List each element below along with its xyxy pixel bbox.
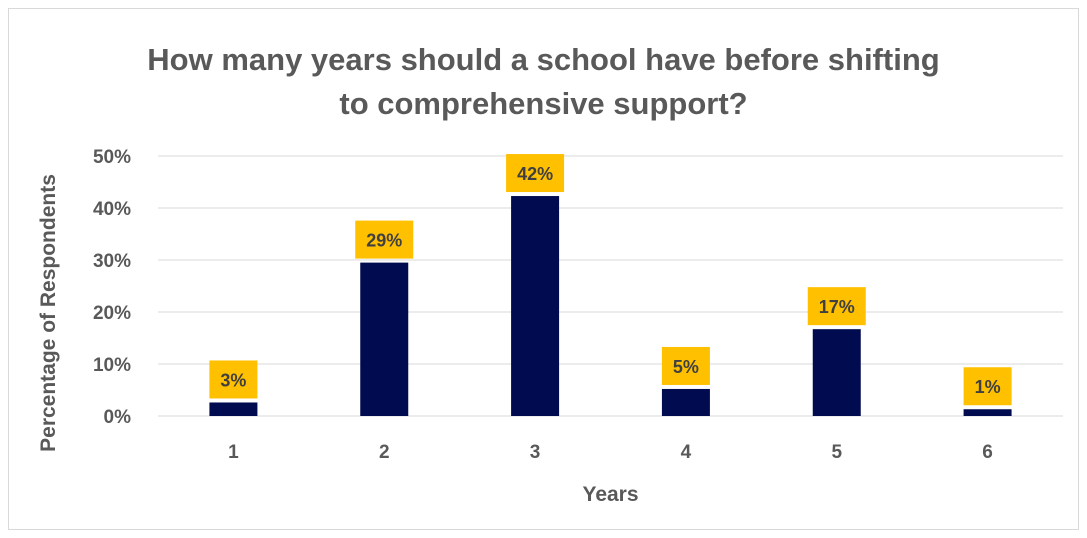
data-label: 29% [366, 231, 402, 251]
bar [360, 262, 409, 416]
data-label-box [355, 220, 414, 259]
x-tick-label: 5 [831, 442, 842, 463]
data-label-box [209, 360, 258, 399]
y-tick-label: 10% [93, 355, 131, 376]
data-label: 17% [819, 297, 855, 317]
bar [511, 196, 560, 416]
data-label-box [963, 367, 1012, 406]
y-tick-label: 0% [104, 407, 132, 428]
data-label-box [506, 154, 565, 193]
bar [963, 409, 1012, 416]
data-label-box [807, 287, 866, 326]
data-label: 1% [975, 377, 1001, 397]
y-axis-title: Percentage of Respondents [37, 174, 60, 452]
x-tick-label: 3 [530, 442, 541, 463]
bar [209, 402, 258, 416]
y-tick-label: 50% [93, 147, 131, 168]
data-label: 5% [673, 357, 699, 377]
x-tick-label: 6 [982, 442, 993, 463]
x-tick-label: 1 [228, 442, 239, 463]
y-tick-label: 20% [93, 303, 131, 324]
data-label-box [661, 346, 710, 385]
x-tick-label: 4 [681, 442, 692, 463]
data-label: 42% [517, 164, 553, 184]
chart-title-line-1: How many years should a school have befo… [147, 42, 940, 77]
y-tick-label: 40% [93, 199, 131, 220]
x-tick-label: 2 [379, 442, 390, 463]
bar [661, 388, 710, 416]
bar [812, 329, 861, 416]
chart-title-line-2: to comprehensive support? [339, 86, 748, 121]
data-label: 3% [220, 370, 246, 390]
chart-title: How many years should a school have befo… [0, 38, 1087, 126]
x-axis-title: Years [582, 483, 638, 506]
y-tick-label: 30% [93, 251, 131, 272]
